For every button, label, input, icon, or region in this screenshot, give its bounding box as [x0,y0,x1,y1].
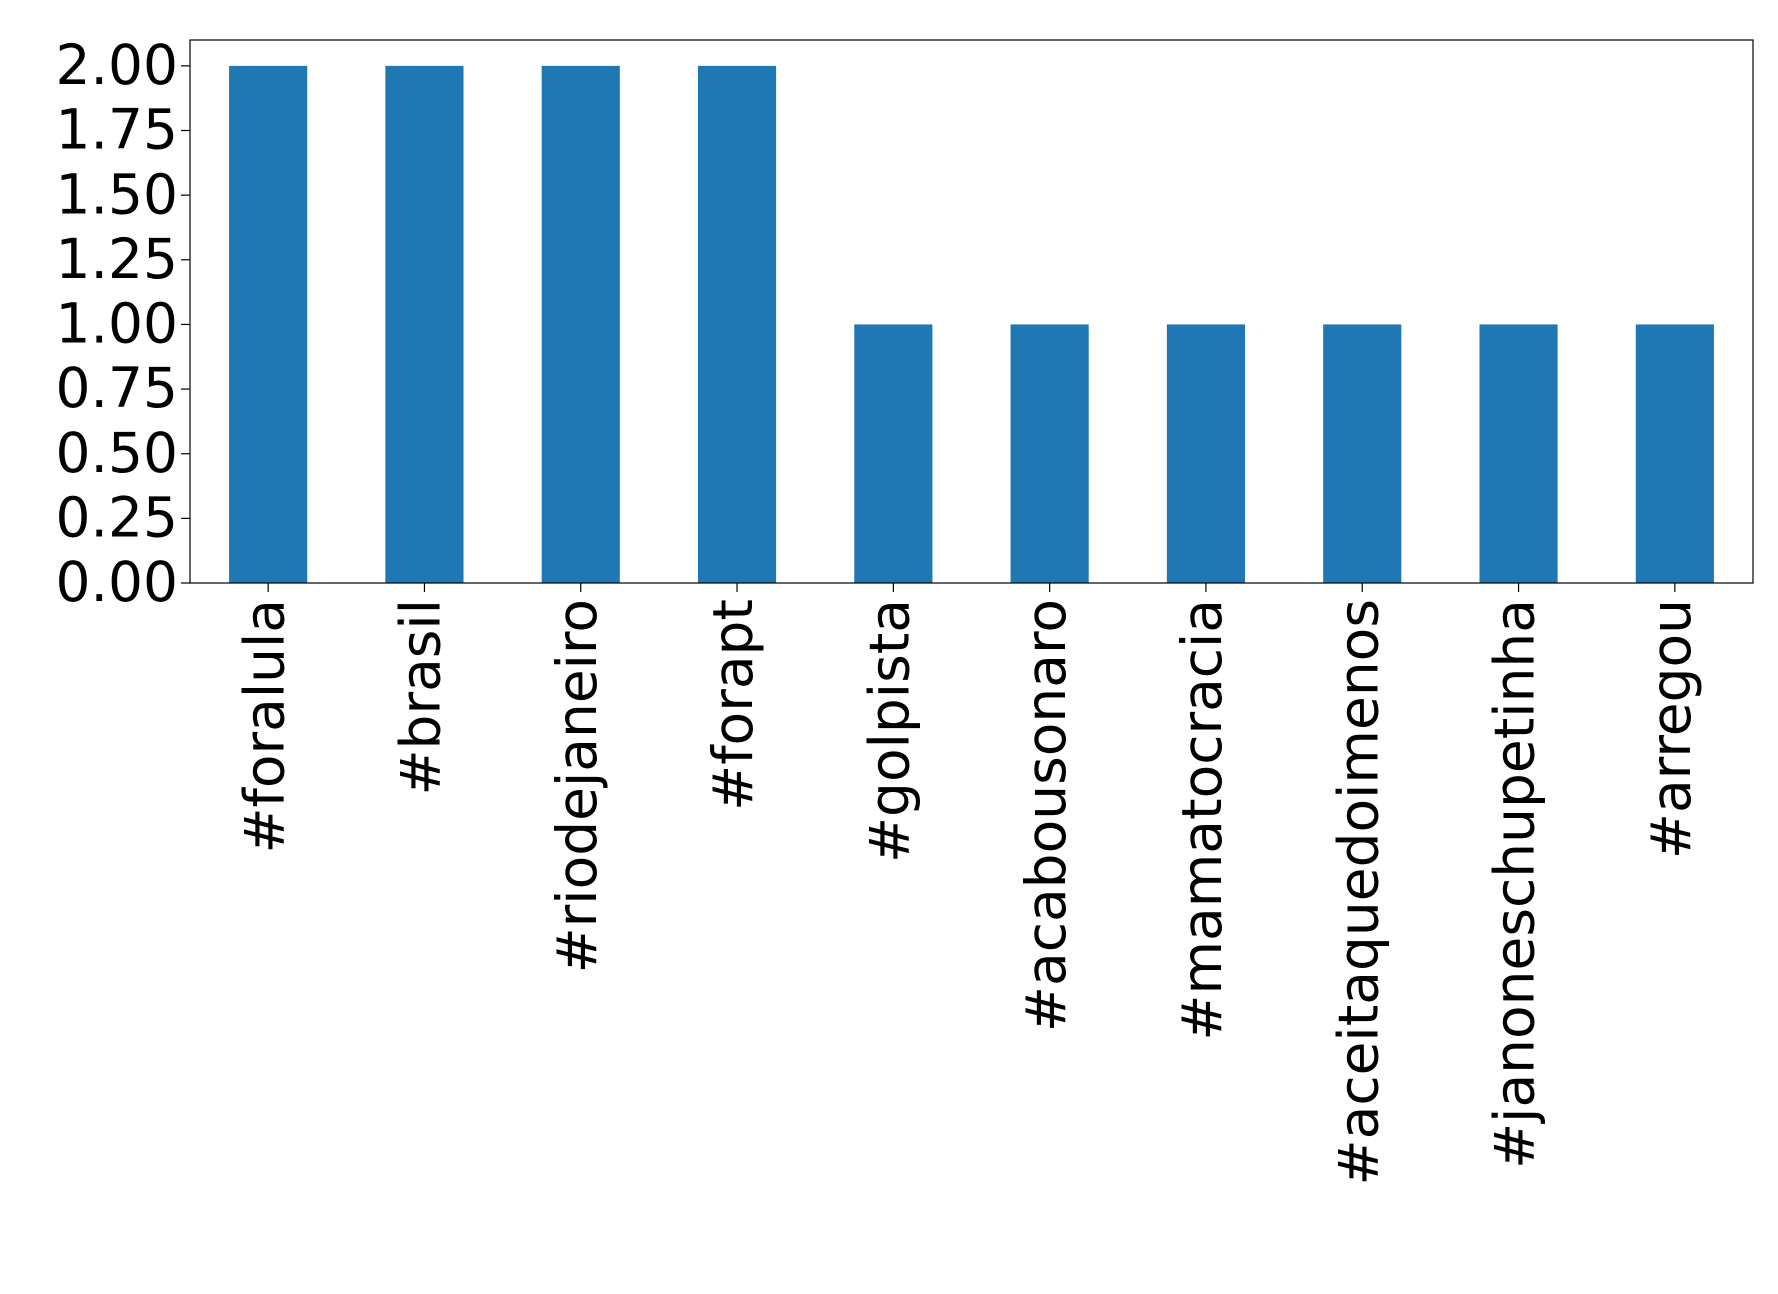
y-tick-label: 2.00 [56,33,178,97]
bar [229,65,308,584]
y-tick-label: 1.50 [56,162,178,226]
x-tick-label: #riodejaneiro [545,599,609,973]
y-tick-label: 0.00 [56,550,178,614]
x-tick-label: #arregou [1639,599,1703,859]
y-tick-label: 0.50 [56,421,178,485]
y-tick-label: 1.75 [56,98,178,162]
x-tick-label: #foralula [232,599,296,854]
x-tick-label: #forapt [701,599,765,811]
x-tick-label: #aceitaquedoimenos [1326,599,1390,1185]
bar [1635,324,1714,583]
bar [1166,324,1246,583]
bar [697,65,777,584]
bar [1323,324,1402,583]
bar [854,324,933,583]
x-tick-label: #golpista [857,599,921,863]
bar [541,65,620,584]
x-tick-label: #mamatocracia [1170,599,1234,1041]
y-tick-label: 1.25 [56,227,178,291]
y-tick-label: 0.25 [56,485,178,549]
x-tick-label: #acabousonaro [1014,599,1078,1032]
y-tick-label: 1.00 [56,292,178,356]
bar [1010,324,1089,583]
bar [1479,324,1558,583]
x-tick-label: #brasil [389,599,453,796]
x-tick-label: #janoneschupetinha [1483,599,1547,1169]
bar [385,65,464,584]
plot-frame [189,39,1754,584]
y-tick-label: 0.75 [56,356,178,420]
